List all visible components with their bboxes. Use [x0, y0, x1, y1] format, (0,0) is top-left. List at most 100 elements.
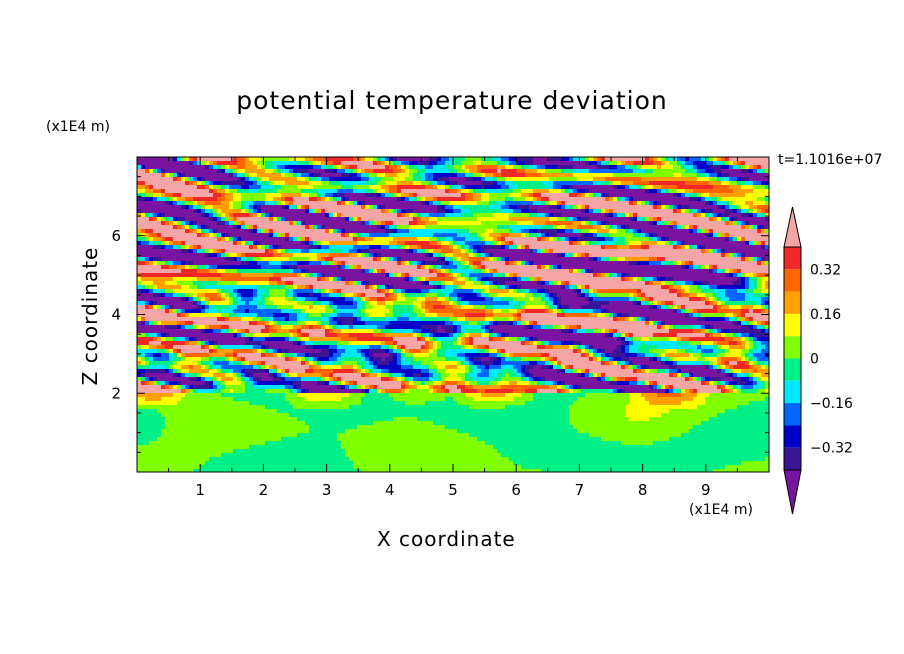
- contour-cell: [493, 209, 498, 214]
- contour-cell: [281, 181, 286, 186]
- contour-cell: [489, 241, 494, 246]
- contour-cell: [345, 165, 350, 170]
- contour-cell: [437, 197, 442, 202]
- contour-cell: [761, 245, 766, 250]
- contour-cell: [681, 169, 686, 174]
- contour-cell: [473, 197, 478, 202]
- contour-cell: [237, 217, 242, 222]
- contour-cell: [525, 261, 530, 266]
- contour-cell: [689, 173, 694, 178]
- contour-cell: [285, 205, 290, 210]
- contour-cell: [441, 205, 446, 210]
- contour-cell: [357, 213, 362, 218]
- contour-cell: [529, 249, 534, 254]
- contour-cell: [277, 245, 282, 250]
- contour-cell: [393, 281, 398, 286]
- contour-cell: [573, 265, 578, 270]
- contour-cell: [617, 233, 622, 238]
- contour-cell: [405, 177, 410, 182]
- contour-cell: [233, 189, 238, 194]
- contour-cell: [465, 173, 470, 178]
- contour-cell: [673, 161, 678, 166]
- contour-cell: [733, 221, 738, 226]
- contour-cell: [181, 193, 186, 198]
- contour-cell: [505, 193, 510, 198]
- contour-cell: [713, 217, 718, 222]
- contour-cell: [637, 229, 642, 234]
- contour-cell: [313, 229, 318, 234]
- contour-cell: [309, 209, 314, 214]
- contour-cell: [637, 265, 642, 270]
- contour-cell: [381, 165, 386, 170]
- contour-cell: [749, 213, 754, 218]
- contour-cell: [429, 169, 434, 174]
- contour-cell: [245, 189, 250, 194]
- contour-cell: [557, 169, 562, 174]
- contour-cell: [401, 181, 406, 186]
- contour-cell: [585, 253, 590, 258]
- contour-cell: [729, 197, 734, 202]
- contour-cell: [353, 197, 358, 202]
- contour-cell: [441, 273, 446, 278]
- contour-cell: [697, 177, 702, 182]
- contour-cell: [749, 205, 754, 210]
- contour-cell: [249, 229, 254, 234]
- contour-cell: [557, 165, 562, 170]
- contour-cell: [697, 173, 702, 178]
- contour-cell: [681, 201, 686, 206]
- contour-cell: [297, 217, 302, 222]
- contour-cell: [577, 253, 582, 258]
- contour-cell: [677, 237, 682, 242]
- contour-cell: [569, 229, 574, 234]
- contour-cell: [449, 157, 454, 162]
- contour-cell: [465, 229, 470, 234]
- contour-cell: [485, 193, 490, 198]
- contour-cell: [381, 265, 386, 270]
- contour-cell: [725, 213, 730, 218]
- contour-cell: [433, 189, 438, 194]
- contour-cell: [385, 277, 390, 282]
- contour-cell: [409, 229, 414, 234]
- contour-cell: [537, 173, 542, 178]
- contour-cell: [205, 241, 210, 246]
- contour-cell: [377, 177, 382, 182]
- contour-cell: [513, 245, 518, 250]
- contour-cell: [317, 281, 322, 286]
- contour-cell: [357, 209, 362, 214]
- contour-cell: [469, 197, 474, 202]
- contour-cell: [237, 241, 242, 246]
- contour-cell: [157, 281, 162, 286]
- contour-cell: [317, 185, 322, 190]
- contour-cell: [497, 237, 502, 242]
- contour-cell: [161, 193, 166, 198]
- contour-cell: [589, 197, 594, 202]
- contour-cell: [165, 169, 170, 174]
- contour-cell: [573, 169, 578, 174]
- contour-cell: [473, 181, 478, 186]
- contour-cell: [489, 245, 494, 250]
- contour-cell: [633, 273, 638, 278]
- contour-cell: [349, 225, 354, 230]
- contour-cell: [717, 253, 722, 258]
- contour-cell: [645, 249, 650, 254]
- contour-cell: [273, 237, 278, 242]
- contour-cell: [741, 197, 746, 202]
- contour-cell: [557, 209, 562, 214]
- contour-cell: [333, 161, 338, 166]
- contour-cell: [609, 217, 614, 222]
- contour-cell: [149, 197, 154, 202]
- contour-cell: [557, 273, 562, 278]
- contour-cell: [237, 165, 242, 170]
- contour-cell: [473, 213, 478, 218]
- contour-cell: [533, 257, 538, 262]
- contour-cell: [381, 169, 386, 174]
- contour-cell: [193, 217, 198, 222]
- contour-cell: [313, 181, 318, 186]
- contour-cell: [149, 205, 154, 210]
- contour-cell: [341, 157, 346, 162]
- contour-cell: [681, 249, 686, 254]
- contour-cell: [421, 161, 426, 166]
- contour-cell: [237, 209, 242, 214]
- contour-cell: [757, 237, 762, 242]
- contour-cell: [137, 249, 142, 254]
